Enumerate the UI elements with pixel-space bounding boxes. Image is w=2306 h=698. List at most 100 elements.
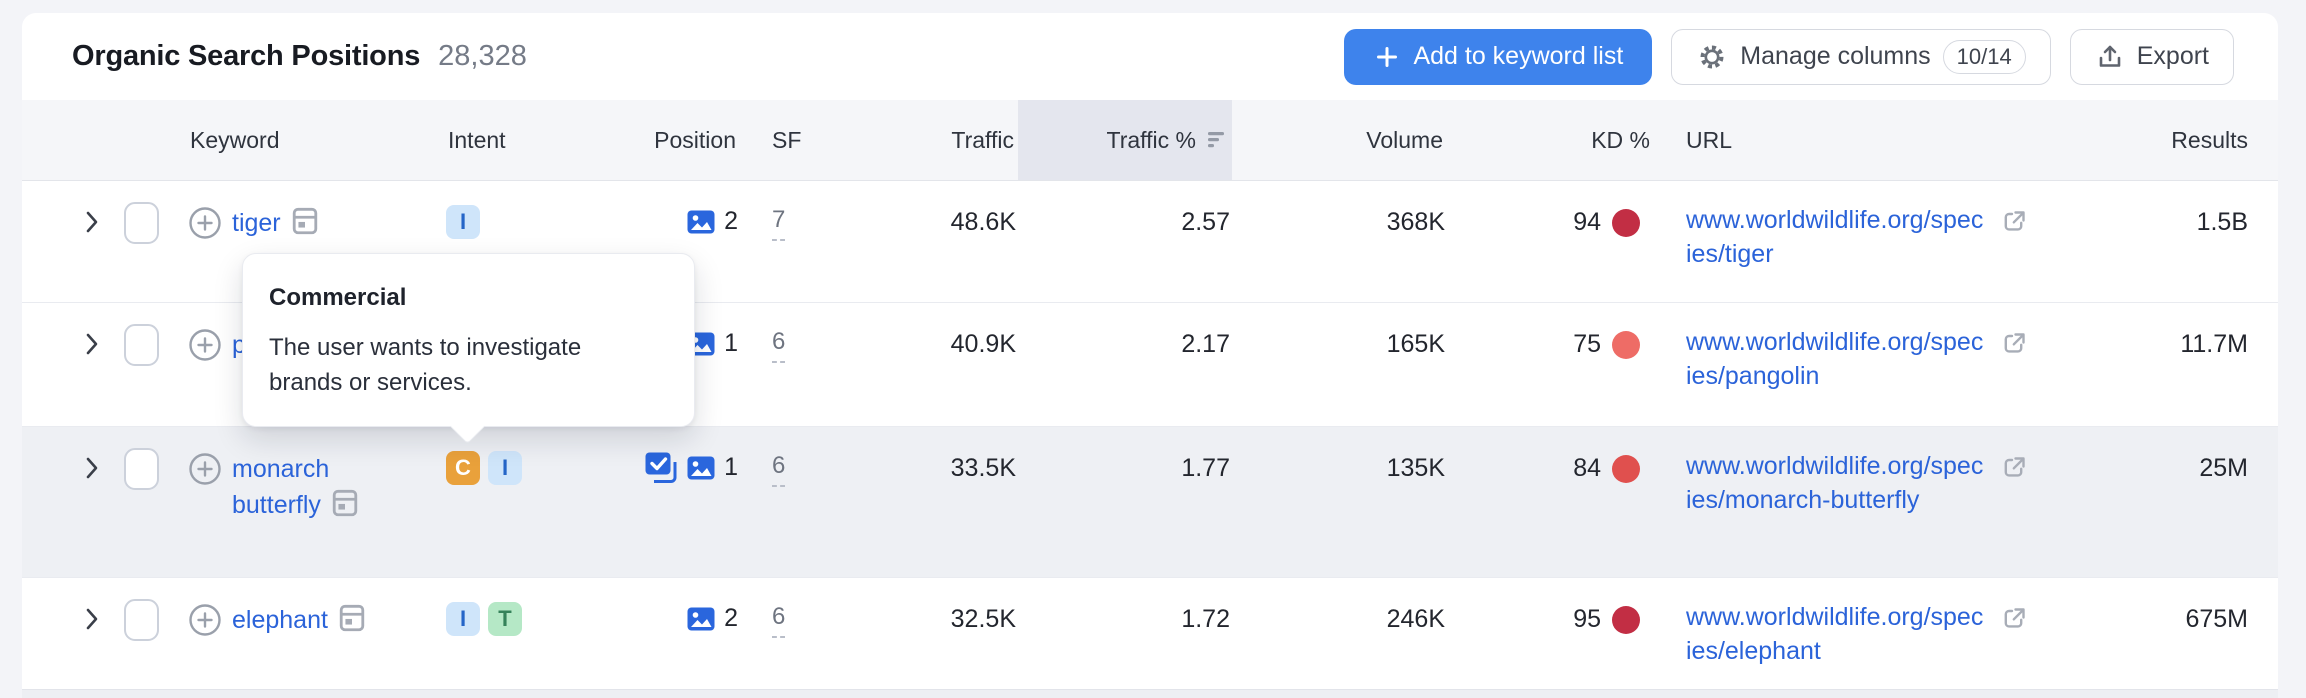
column-header-url[interactable]: URL [1686,126,1733,153]
column-header-traffic-pct-sorted[interactable]: Traffic % [1018,100,1232,180]
serp-preview-icon[interactable] [338,603,366,633]
column-header-intent[interactable]: Intent [448,126,506,153]
traffic-value: 40.9K [950,330,1016,358]
results-value: 675M [2185,605,2248,633]
manage-columns-button[interactable]: Manage columns 10/14 [1671,28,2051,85]
column-header-position[interactable]: Position [654,126,736,153]
expand-row-button[interactable] [22,181,110,235]
keyword-cell: elephant [172,578,418,638]
keyword-link[interactable]: monarch butterfly [232,451,418,523]
serp-features-count[interactable]: 6 [772,327,786,363]
tooltip-title: Commercial [269,284,407,311]
volume-value: 368K [1386,208,1445,236]
header-actions: Add to keyword list Manage columns 10/14 [1344,28,2234,85]
results-cell: 25M [2082,427,2278,485]
serp-features-count[interactable]: 6 [772,451,786,487]
expand-row-button[interactable] [22,578,110,632]
position-value: 2 [724,207,738,235]
intent-cell: I T [418,578,630,636]
position-value: 1 [724,453,738,481]
page-title: Organic Search Positions [72,40,421,72]
traffic-pct-value: 2.57 [1181,208,1230,236]
add-to-keyword-list-button[interactable]: Add to keyword list [1344,28,1653,85]
external-link-icon[interactable] [2000,604,2028,632]
url-link[interactable]: www.worldwildlife.org/species/tiger [1686,206,1984,268]
external-link-icon[interactable] [2000,207,2028,235]
add-keyword-plus-icon[interactable] [188,452,222,486]
results-count: 28,328 [438,40,527,72]
column-header-results[interactable]: Results [2171,126,2248,153]
traffic-pct-cell: 2.17 [1018,303,1232,361]
image-pack-icon [686,604,716,634]
gear-icon [1696,41,1728,73]
url-link[interactable]: www.worldwildlife.org/species/elephant [1686,603,1984,665]
intent-badge-commercial[interactable]: C [446,451,480,485]
traffic-cell: 40.9K [804,303,1018,361]
kd-difficulty-dot [1612,455,1640,483]
external-link-icon[interactable] [2000,329,2028,357]
row-checkbox[interactable] [123,324,159,366]
results-cell: 1.5B [2082,181,2278,239]
volume-value: 135K [1386,454,1445,482]
url-link[interactable]: www.worldwildlife.org/species/monarch-bu… [1686,452,1984,514]
traffic-cell: 32.5K [804,578,1018,636]
intent-tooltip: Commercial The user wants to investigate… [242,253,695,427]
traffic-pct-cell: 1.72 [1018,578,1232,636]
traffic-pct-value: 2.17 [1181,330,1230,358]
keyword-link[interactable]: tiger [232,205,319,241]
volume-value: 165K [1386,330,1445,358]
tooltip-body: The user wants to investigate brands or … [269,334,582,396]
row-checkbox[interactable] [123,599,159,641]
column-header-sf[interactable]: SF [772,126,802,153]
kd-cell: 95 [1447,578,1662,636]
results-cell: 11.7M [2082,303,2278,361]
kd-difficulty-dot [1612,209,1640,237]
column-header-keyword[interactable]: Keyword [190,126,280,153]
keyword-cell: tiger [172,181,418,241]
column-header-kd[interactable]: KD % [1591,126,1650,153]
add-keyword-plus-icon[interactable] [188,328,222,362]
results-cell: 675M [2082,578,2278,636]
serp-preview-icon[interactable] [331,488,359,518]
url-cell: www.worldwildlife.org/species/tiger [1662,181,2082,271]
intent-badge-informational[interactable]: I [446,205,480,239]
kd-difficulty-dot [1612,606,1640,634]
volume-cell: 165K [1232,303,1447,361]
row-checkbox-cell [110,181,172,244]
external-link-icon[interactable] [2000,453,2028,481]
kd-cell: 94 [1447,181,1662,239]
column-header-volume[interactable]: Volume [1366,126,1443,153]
serp-features-count[interactable]: 6 [772,602,786,638]
intent-badge-transactional[interactable]: T [488,602,522,636]
row-checkbox[interactable] [123,448,159,490]
results-value: 1.5B [2196,208,2248,236]
export-button[interactable]: Export [2069,28,2234,85]
sf-cell: 7 [740,181,804,241]
chevron-right-icon [86,211,98,233]
add-keyword-plus-icon[interactable] [188,603,222,637]
traffic-cell: 33.5K [804,427,1018,485]
sort-descending-icon [1206,129,1228,151]
intent-badge-informational[interactable]: I [488,451,522,485]
position-value: 1 [724,329,738,357]
position-cell: 1 [630,427,740,485]
column-header-traffic[interactable]: Traffic [951,126,1014,153]
url-cell: www.worldwildlife.org/species/pangolin [1662,303,2082,393]
next-row-edge [22,689,2278,698]
expand-row-button[interactable] [22,427,110,481]
keyword-link[interactable]: elephant [232,602,366,638]
row-checkbox-cell [110,578,172,641]
serp-preview-icon[interactable] [291,206,319,236]
results-value: 25M [2199,454,2248,482]
select-all-checkbox-spacer [110,100,172,180]
image-pack-icon [686,207,716,237]
serp-features-count[interactable]: 7 [772,205,786,241]
row-checkbox[interactable] [123,202,159,244]
url-cell: www.worldwildlife.org/species/elephant [1662,578,2082,668]
expand-row-button[interactable] [22,303,110,357]
image-pack-icon [686,453,716,483]
add-keyword-plus-icon[interactable] [188,206,222,240]
url-link[interactable]: www.worldwildlife.org/species/pangolin [1686,328,1984,390]
intent-badge-informational[interactable]: I [446,602,480,636]
card-header: Organic Search Positions 28,328 Add to k… [22,13,2278,100]
